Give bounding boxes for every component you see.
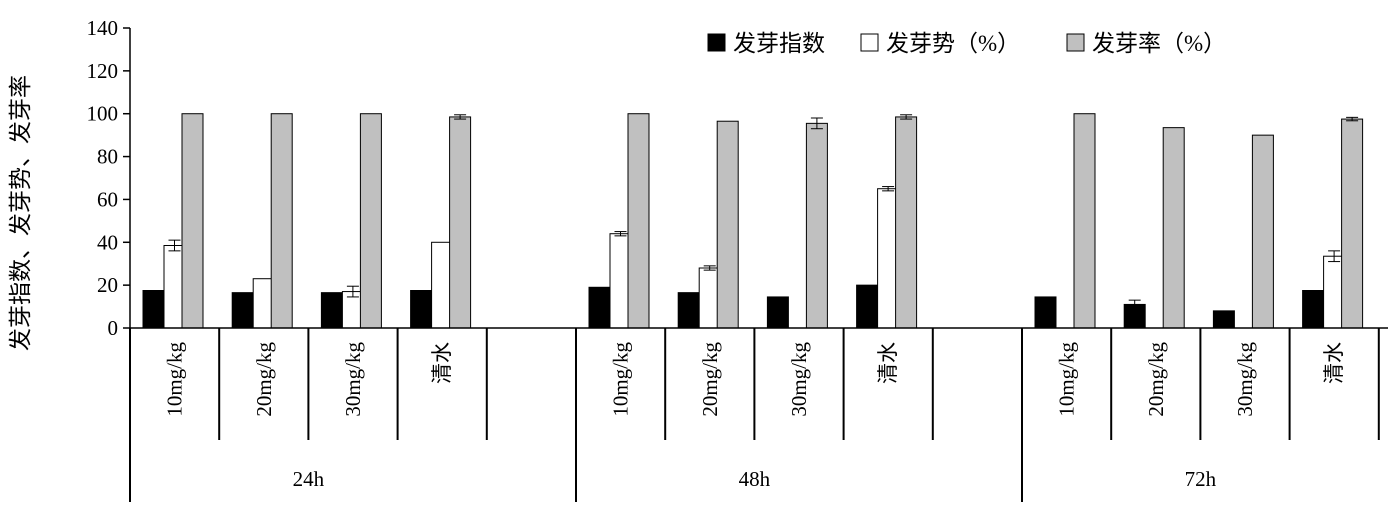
category-label: 20mg/kg bbox=[252, 342, 276, 417]
legend-label: 发芽率（%） bbox=[1092, 31, 1226, 56]
y-tick-label: 140 bbox=[87, 16, 119, 40]
legend-label: 发芽势（%） bbox=[886, 31, 1020, 56]
bar-series-3 bbox=[1341, 118, 1364, 329]
y-tick-label: 120 bbox=[87, 59, 119, 83]
error-bar bbox=[900, 114, 913, 120]
y-tick-label: 20 bbox=[97, 273, 118, 297]
bar-series-3 bbox=[359, 113, 382, 329]
bar-series-3 bbox=[895, 116, 918, 329]
bar-series-1 bbox=[677, 292, 700, 329]
category-label: 清水 bbox=[430, 342, 454, 384]
category-label: 10mg/kg bbox=[609, 342, 633, 417]
group-label: 24h bbox=[293, 467, 325, 491]
bar-series-3 bbox=[1251, 134, 1274, 329]
category-label: 10mg/kg bbox=[1055, 342, 1079, 417]
group-label: 48h bbox=[739, 467, 771, 491]
error-bar bbox=[810, 117, 823, 130]
bar-series-1 bbox=[856, 284, 879, 329]
category-label: 20mg/kg bbox=[698, 342, 722, 417]
bar-series-3 bbox=[1162, 127, 1185, 329]
error-bar bbox=[1128, 299, 1141, 310]
category-label: 清水 bbox=[1322, 342, 1346, 384]
bar-series-3 bbox=[716, 120, 739, 329]
bar-series-3 bbox=[270, 113, 293, 329]
y-axis: 0 20 40 60 80 100 120 140 bbox=[87, 16, 131, 340]
category-label: 10mg/kg bbox=[163, 342, 187, 417]
y-tick-label: 100 bbox=[87, 102, 119, 126]
bar-series-3 bbox=[449, 116, 472, 329]
error-bars bbox=[168, 114, 1359, 310]
legend: 发芽指数 发芽势（%） 发芽率（%） bbox=[707, 31, 1226, 56]
y-tick-label: 0 bbox=[108, 316, 119, 340]
category-label: 30mg/kg bbox=[1233, 342, 1257, 417]
legend-item: 发芽势（%） bbox=[860, 31, 1020, 56]
error-bar bbox=[346, 285, 359, 298]
x-axis: 10mg/kg 20mg/kg 30mg/kg 清水 24h 10mg/kg 20mg/kg… bbox=[129, 327, 1388, 502]
error-bar bbox=[614, 231, 627, 237]
y-tick-label: 80 bbox=[97, 145, 118, 169]
bar-series-1 bbox=[1212, 310, 1235, 329]
bar-series-3 bbox=[181, 113, 204, 329]
bar-series-1 bbox=[1302, 290, 1325, 329]
error-bar bbox=[882, 186, 895, 192]
legend-item: 发芽率（%） bbox=[1066, 31, 1226, 56]
bar-series-1 bbox=[410, 290, 433, 329]
legend-swatch bbox=[1066, 33, 1085, 52]
error-bar bbox=[1328, 250, 1341, 263]
bars bbox=[142, 113, 1364, 329]
error-bar bbox=[1346, 116, 1359, 122]
bar-series-1 bbox=[320, 292, 343, 329]
legend-swatch bbox=[860, 33, 879, 52]
bar-series-3 bbox=[805, 122, 828, 329]
legend-swatch bbox=[707, 33, 726, 52]
bar-series-1 bbox=[1034, 296, 1057, 329]
category-label: 20mg/kg bbox=[1144, 342, 1168, 417]
y-tick-label: 60 bbox=[97, 187, 118, 211]
bar-series-3 bbox=[1073, 113, 1096, 329]
bar-series-1 bbox=[231, 292, 254, 329]
bar-series-3 bbox=[627, 113, 650, 329]
category-label: 30mg/kg bbox=[341, 342, 365, 417]
bar-series-1 bbox=[142, 290, 165, 329]
category-label: 30mg/kg bbox=[787, 342, 811, 417]
error-bar bbox=[454, 114, 467, 120]
legend-label: 发芽指数 bbox=[733, 31, 825, 56]
bar-series-1 bbox=[588, 286, 611, 329]
error-bar bbox=[168, 239, 181, 252]
bar-series-1 bbox=[766, 296, 789, 329]
y-axis-label: 发芽指数、发芽势、发芽率 bbox=[8, 75, 33, 351]
category-label: 清水 bbox=[876, 342, 900, 384]
error-bar bbox=[703, 265, 716, 271]
legend-item: 发芽指数 bbox=[707, 31, 825, 56]
y-tick-label: 40 bbox=[97, 230, 118, 254]
group-label: 72h bbox=[1185, 467, 1217, 491]
